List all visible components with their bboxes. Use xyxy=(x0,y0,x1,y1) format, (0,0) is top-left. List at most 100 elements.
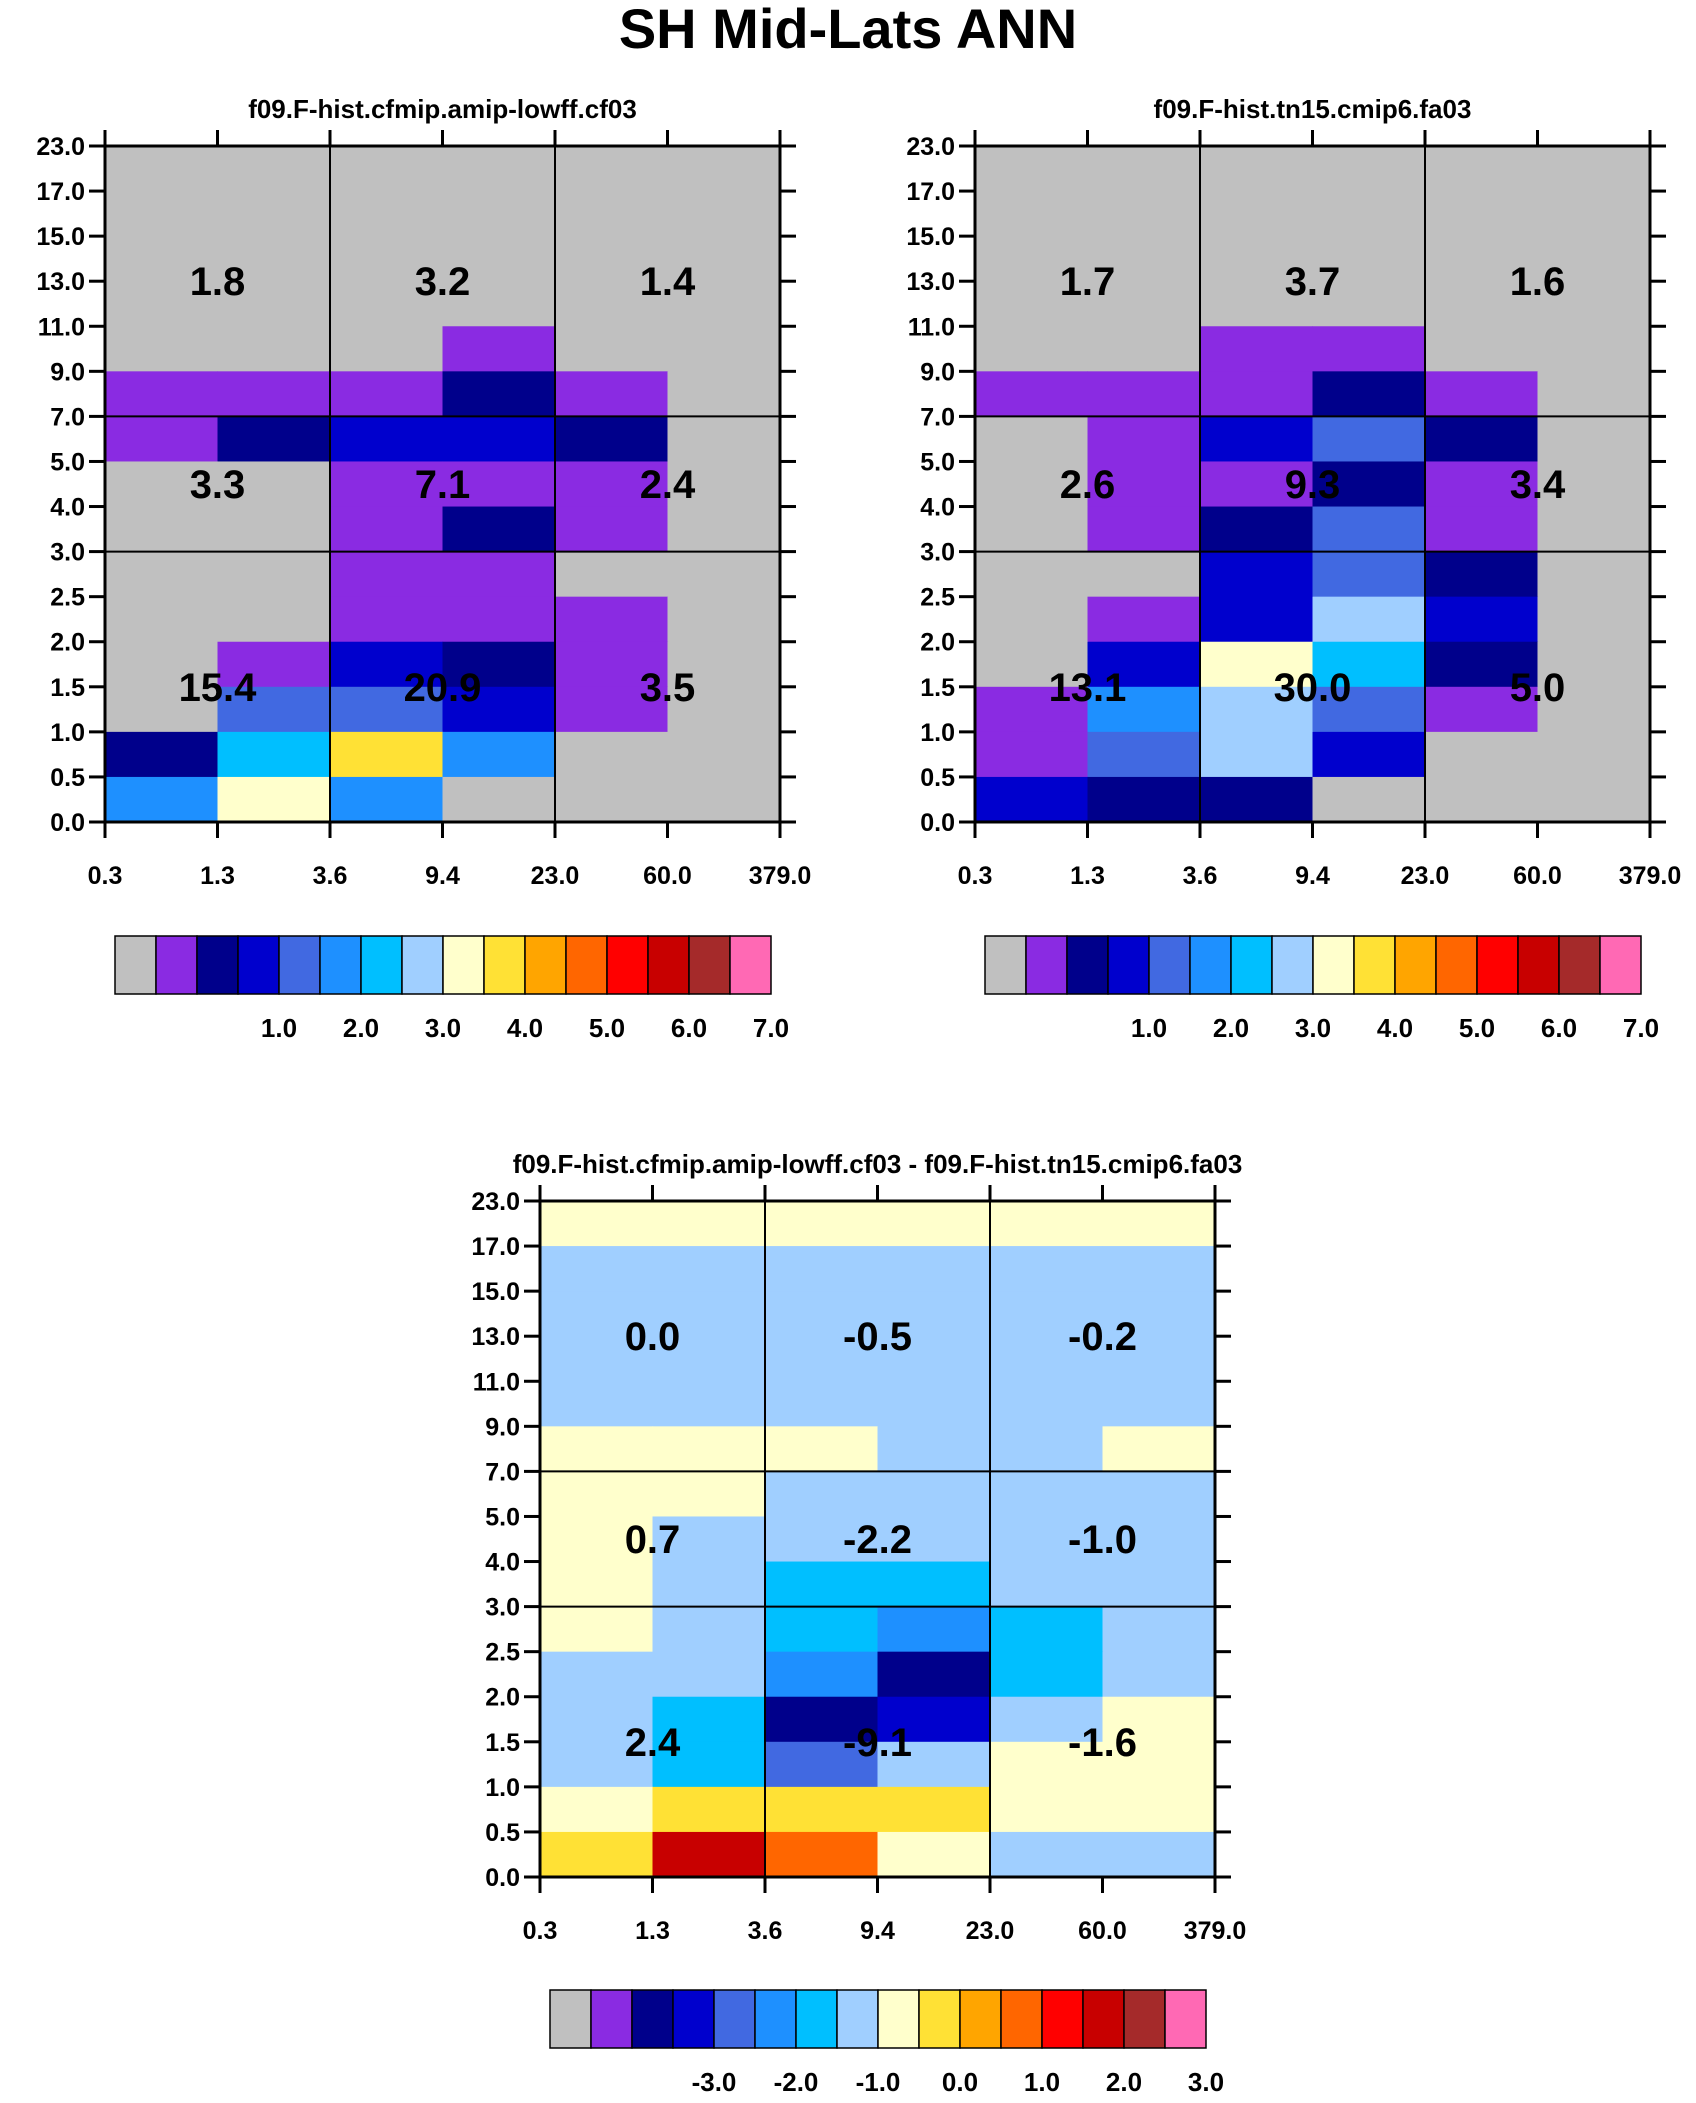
x-tick-label: 3.6 xyxy=(748,1917,783,1945)
heatmap-cell xyxy=(652,1741,766,1788)
heatmap-cell xyxy=(877,1516,991,1563)
region-value: -0.2 xyxy=(1068,1315,1137,1359)
heatmap-cell xyxy=(555,461,669,508)
x-tick-label: 9.4 xyxy=(425,862,460,890)
heatmap-cell xyxy=(975,596,1089,643)
region-value: 0.7 xyxy=(625,1518,681,1562)
y-tick-label: 5.0 xyxy=(485,1503,520,1531)
colorbar-box xyxy=(713,1989,756,2049)
heatmap-cell xyxy=(877,1831,991,1878)
colorbar-label: -2.0 xyxy=(774,2067,819,2097)
x-tick-label: 1.3 xyxy=(635,1917,670,1945)
heatmap-cell xyxy=(217,641,331,688)
colorbar-box xyxy=(631,1989,674,2049)
region-value: 0.0 xyxy=(625,1315,681,1359)
colorbar-box xyxy=(1435,935,1478,995)
heatmap-cell xyxy=(1087,146,1201,192)
y-tick-label: 9.0 xyxy=(50,358,85,386)
colorbar-box xyxy=(984,935,1027,995)
heatmap-cell xyxy=(555,236,669,282)
heatmap-cell xyxy=(442,191,556,237)
colorbar-label: 4.0 xyxy=(507,1013,543,1043)
heatmap-cell xyxy=(330,326,444,372)
heatmap-cell xyxy=(105,461,219,508)
heatmap-cell xyxy=(1425,776,1539,823)
y-tick-label: 2.0 xyxy=(50,629,85,657)
heatmap-cell xyxy=(330,461,444,508)
y-tick-label: 7.0 xyxy=(920,403,955,431)
colorbar-label: 2.0 xyxy=(1106,2067,1142,2097)
heatmap-cell xyxy=(1312,461,1426,508)
heatmap-cell xyxy=(1087,416,1201,463)
y-tick-label: 2.0 xyxy=(485,1684,520,1712)
panel-title: f09.F-hist.cfmip.amip-lowff.cf03 - f09.F… xyxy=(513,1149,1243,1179)
heatmap-cell xyxy=(442,551,556,598)
heatmap-cell xyxy=(1087,686,1201,733)
heatmap-cell xyxy=(877,1381,991,1427)
y-tick-label: 7.0 xyxy=(485,1458,520,1486)
heatmap-cell xyxy=(765,1201,879,1247)
colorbar-box xyxy=(1066,935,1109,995)
heatmap-cell xyxy=(1087,641,1201,688)
heatmap-cell xyxy=(105,146,219,192)
heatmap-cell xyxy=(975,371,1089,417)
heatmap-cell xyxy=(442,326,556,372)
x-tick-label: 1.3 xyxy=(200,862,235,890)
heatmap-cell xyxy=(540,1336,654,1382)
heatmap-cell xyxy=(1537,641,1651,688)
y-tick-label: 3.0 xyxy=(485,1594,520,1622)
colorbar-box xyxy=(114,935,157,995)
region-value: 13.1 xyxy=(1049,666,1127,710)
colorbar-box xyxy=(795,1989,838,2049)
heatmap-cell xyxy=(105,326,219,372)
heatmap-cell xyxy=(975,641,1089,688)
y-tick-label: 2.5 xyxy=(50,584,85,612)
heatmap-cell xyxy=(1425,371,1539,417)
heatmap-cell xyxy=(555,551,669,598)
region-value: -9.1 xyxy=(843,1721,912,1765)
heatmap-cell xyxy=(105,686,219,733)
colorbar-label: 7.0 xyxy=(753,1013,789,1043)
heatmap-cell xyxy=(1425,731,1539,778)
heatmap-cell xyxy=(105,641,219,688)
heatmap-cell xyxy=(1537,776,1651,823)
heatmap-cell xyxy=(1200,371,1314,417)
heatmap-cell xyxy=(877,1291,991,1337)
heatmap-cell xyxy=(1425,686,1539,733)
heatmap-cell xyxy=(1312,506,1426,553)
heatmap-cell xyxy=(765,1651,879,1698)
x-tick-label: 60.0 xyxy=(643,862,692,890)
colorbar-box xyxy=(1476,935,1519,995)
heatmap-cell xyxy=(105,236,219,282)
heatmap-cell xyxy=(1312,416,1426,463)
heatmap-cell xyxy=(1200,731,1314,778)
heatmap-cell xyxy=(990,1651,1104,1698)
heatmap-cell xyxy=(1087,506,1201,553)
heatmap-cell xyxy=(1312,371,1426,417)
heatmap-cell xyxy=(105,416,219,463)
heatmap-cell xyxy=(667,191,781,237)
heatmap-cell xyxy=(990,1291,1104,1337)
x-tick-label: 0.3 xyxy=(523,1917,558,1945)
heatmap-cell xyxy=(555,371,669,417)
heatmap-cell xyxy=(877,1651,991,1698)
colorbar-box xyxy=(688,935,731,995)
region-value: 2.6 xyxy=(1060,463,1116,507)
y-tick-label: 4.0 xyxy=(485,1549,520,1577)
region-value: 3.7 xyxy=(1285,260,1341,304)
heatmap-cell xyxy=(765,1246,879,1292)
y-tick-label: 15.0 xyxy=(36,223,85,251)
heatmap-cell xyxy=(330,416,444,463)
heatmap-cell xyxy=(667,371,781,417)
x-tick-label: 379.0 xyxy=(1619,862,1682,890)
heatmap-cell xyxy=(1312,551,1426,598)
heatmap-cell xyxy=(1102,1561,1216,1608)
y-tick-label: 15.0 xyxy=(471,1278,520,1306)
heatmap-cell xyxy=(1087,731,1201,778)
heatmap-cell xyxy=(652,1651,766,1698)
heatmap-cell xyxy=(1425,416,1539,463)
heatmap-cell xyxy=(652,1561,766,1608)
y-tick-label: 0.5 xyxy=(485,1819,520,1847)
heatmap-cell xyxy=(877,1741,991,1788)
colorbar-box xyxy=(278,935,321,995)
